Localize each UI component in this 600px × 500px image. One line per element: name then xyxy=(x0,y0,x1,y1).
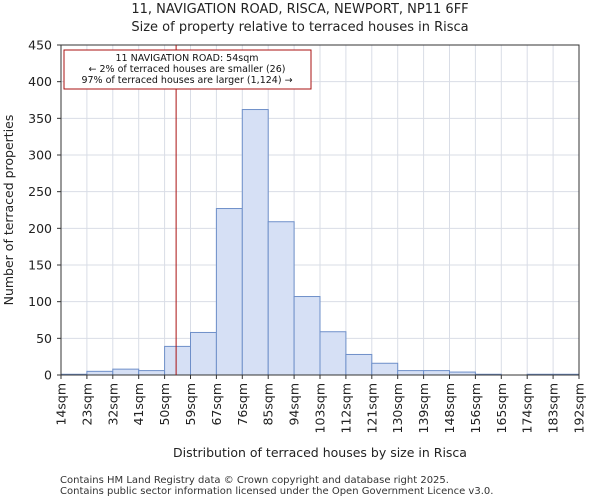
x-tick-label: 121sqm xyxy=(364,383,379,433)
histogram-bar xyxy=(164,345,192,376)
annotation-line-1: 11 NAVIGATION ROAD: 54sqm xyxy=(115,53,258,64)
x-tick-label: 156sqm xyxy=(468,383,483,433)
x-tick-label: 103sqm xyxy=(313,383,328,433)
x-tick-label: 130sqm xyxy=(390,383,405,433)
histogram-bar xyxy=(138,370,166,376)
histogram-bar xyxy=(423,370,451,376)
x-tick-label: 174sqm xyxy=(520,383,535,433)
bars xyxy=(60,109,580,376)
x-tick-label: 76sqm xyxy=(235,383,250,426)
footer-licence: Contains public sector information licen… xyxy=(60,486,493,497)
histogram-bar xyxy=(86,370,114,376)
x-tick-label: 32sqm xyxy=(105,383,120,426)
y-axis-ticks: 0 50 100 150 200 250 300 350 400 450 xyxy=(28,38,61,383)
x-tick-label: 112sqm xyxy=(338,383,353,433)
y-tick-label: 400 xyxy=(28,74,52,89)
x-tick-label: 41sqm xyxy=(131,383,146,426)
annotation-frame xyxy=(63,49,312,90)
x-tick-label: 23sqm xyxy=(79,383,94,426)
histogram-bar xyxy=(215,208,243,376)
y-tick-label: 300 xyxy=(28,148,52,163)
annotation-line-2: ← 2% of terraced houses are smaller (26) xyxy=(89,64,286,75)
y-tick-label: 350 xyxy=(28,111,52,126)
x-tick-label: 192sqm xyxy=(572,383,587,433)
y-tick-label: 150 xyxy=(28,258,52,273)
histogram-bar xyxy=(267,221,295,376)
x-tick-label: 67sqm xyxy=(209,383,224,426)
x-tick-label: 139sqm xyxy=(416,383,431,433)
footer-copyright: Contains HM Land Registry data © Crown c… xyxy=(60,475,449,486)
y-tick-label: 0 xyxy=(44,368,52,383)
y-axis-label: Number of terraced properties xyxy=(1,115,16,306)
y-tick-label: 200 xyxy=(28,221,52,236)
x-tick-label: 165sqm xyxy=(494,383,509,433)
annotation-line-3: 97% of terraced houses are larger (1,124… xyxy=(81,75,292,86)
x-tick-label: 183sqm xyxy=(546,383,561,433)
chart-subtitle: Size of property relative to terraced ho… xyxy=(131,20,468,35)
y-tick-label: 250 xyxy=(28,184,52,199)
x-tick-label: 148sqm xyxy=(442,383,457,433)
chart-title-address: 11, NAVIGATION ROAD, RISCA, NEWPORT, NP1… xyxy=(131,2,468,17)
y-tick-label: 50 xyxy=(36,331,52,346)
x-axis-ticks: 14sqm 23sqm 32sqm 41sqm 50sqm 59sqm 67sqm 76sqm… xyxy=(54,375,587,433)
histogram-bar xyxy=(345,353,373,376)
x-tick-label: 50sqm xyxy=(157,383,172,426)
x-tick-label: 14sqm xyxy=(54,383,69,426)
x-tick-label: 85sqm xyxy=(261,383,276,426)
histogram-bar xyxy=(293,296,321,376)
x-tick-label: 59sqm xyxy=(183,383,198,426)
x-tick-label: 94sqm xyxy=(287,383,302,426)
x-axis-label: Distribution of terraced houses by size … xyxy=(173,445,467,460)
plot-frame xyxy=(60,44,580,376)
histogram-bar xyxy=(190,331,217,376)
histogram-bar xyxy=(319,331,347,376)
annotation-box: 11 NAVIGATION ROAD: 54sqm ← 2% of terrac… xyxy=(63,49,312,90)
histogram-bar xyxy=(241,109,269,376)
y-tick-label: 450 xyxy=(28,38,52,53)
histogram-bar xyxy=(397,370,425,376)
histogram-bar xyxy=(371,362,399,376)
y-tick-label: 100 xyxy=(28,294,52,309)
histogram-bar xyxy=(112,368,140,376)
